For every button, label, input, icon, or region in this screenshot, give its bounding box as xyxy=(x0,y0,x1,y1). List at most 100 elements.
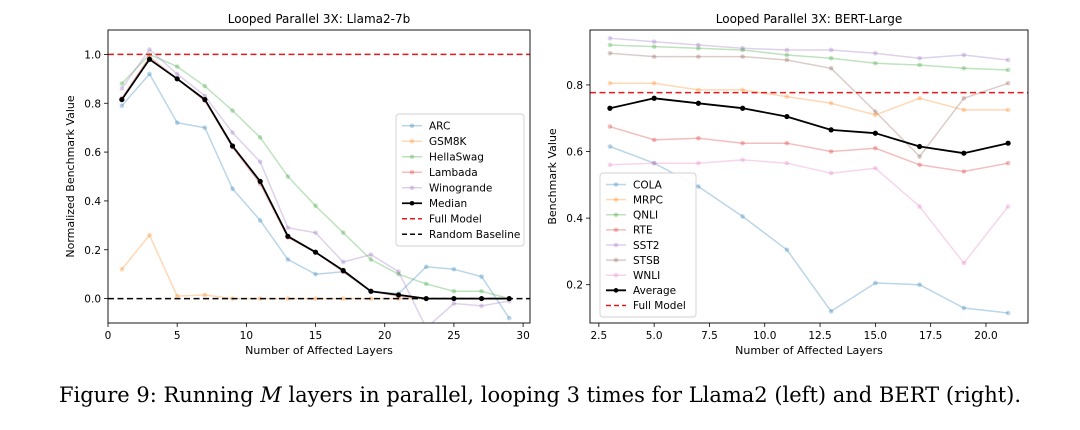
chart2-point-sst2 xyxy=(1005,57,1011,63)
chart1-point-arc xyxy=(479,274,484,279)
chart2-legend-label-cola: COLA xyxy=(633,179,663,191)
chart1-point-hellaswag xyxy=(313,203,318,209)
chart2-point-qnli xyxy=(696,46,701,51)
chart1-point-hellaswag xyxy=(230,108,235,113)
chart2-legend-marker-sst2 xyxy=(613,242,619,248)
chart1-legend-marker-arc xyxy=(409,123,415,129)
chart1-x-tick-label: 30 xyxy=(516,330,529,342)
chart2-axes-frame xyxy=(589,29,1029,324)
chart2-point-cola xyxy=(696,184,701,189)
chart1-point-hellaswag xyxy=(202,83,208,89)
chart2-point-cola xyxy=(873,280,878,286)
chart1-point-median xyxy=(119,96,125,103)
chart1-point-gsm8k xyxy=(340,296,346,301)
chart2-point-qnli xyxy=(873,60,878,66)
chart1-y-tick-label: 0.8 xyxy=(84,98,101,110)
chart1-legend-label-gsm8k: GSM8K xyxy=(429,136,468,148)
chart2-point-cola xyxy=(1005,310,1011,316)
chart1-point-winogrande xyxy=(230,130,235,135)
chart2-x-tick-label: 12.5 xyxy=(808,330,831,342)
chart1-axes-frame xyxy=(107,29,531,324)
chart2-x-tick-label: 10.0 xyxy=(753,330,776,342)
chart1-legend-label-median: Median xyxy=(429,198,467,210)
chart1-point-winogrande xyxy=(174,71,180,77)
chart2-point-mrpc xyxy=(651,80,657,86)
chart1-point-arc xyxy=(119,103,125,108)
chart1-point-median xyxy=(312,249,319,255)
chart2-point-qnli xyxy=(828,56,834,61)
chart1-series-hellaswag xyxy=(121,53,510,300)
chart1-point-winogrande xyxy=(340,259,346,265)
chart1-point-arc xyxy=(257,218,263,223)
caption-prefix: Figure 9: Running xyxy=(58,383,261,407)
chart1-point-arc xyxy=(285,257,291,262)
chart2-point-stsb xyxy=(784,57,790,63)
chart1-point-gsm8k xyxy=(119,266,125,272)
chart2-point-sst2 xyxy=(873,51,878,56)
chart1-point-median xyxy=(257,178,263,184)
chart2-point-stsb xyxy=(607,51,613,56)
chart2-legend-label-qnli: QNLI xyxy=(633,210,658,222)
chart1-point-hellaswag xyxy=(451,288,457,294)
chart1-x-tick-label: 25 xyxy=(447,330,460,342)
chart2-point-average xyxy=(961,150,967,156)
chart2-point-mrpc xyxy=(607,80,613,86)
chart1-x-tick-label: 10 xyxy=(240,330,253,342)
chart2-point-qnli xyxy=(917,62,922,68)
chart2-point-average xyxy=(917,143,923,150)
chart1-point-gsm8k xyxy=(147,232,152,238)
chart1-legend-marker-gsm8k xyxy=(409,138,415,144)
chart2-legend-label-average: Average xyxy=(633,285,676,297)
chart2-point-mrpc xyxy=(961,107,967,113)
chart-llama2: Looped Parallel 3X: Llama2-7b 0 5 10 15 20 25 3… xyxy=(64,12,531,357)
chart1-point-hellaswag xyxy=(174,64,180,69)
chart-bert: Looped Parallel 3X: BERT-Large 2.5 5.0 7.5 1… xyxy=(546,12,1029,357)
chart2-point-stsb xyxy=(740,54,745,59)
chart2-point-average xyxy=(695,100,701,106)
chart1-x-tick-label: 5 xyxy=(174,330,181,342)
chart1-y-tick-label: 0.4 xyxy=(84,196,101,208)
chart1-y-tick-label: 0.2 xyxy=(84,245,101,257)
chart1-point-median xyxy=(395,292,402,298)
chart2-legend-label-rte: RTE xyxy=(633,225,653,237)
chart2-point-wnli xyxy=(828,170,834,176)
chart2-legend-marker-stsb xyxy=(613,257,619,263)
chart2-point-wnli xyxy=(740,157,745,163)
chart1-point-median xyxy=(368,288,374,294)
chart1-point-arc xyxy=(506,315,512,321)
chart2-point-wnli xyxy=(696,160,701,166)
chart2-point-rte xyxy=(651,137,657,143)
chart2-legend-label-stsb: STSB xyxy=(633,255,660,267)
chart2-x-tick-label: 2.5 xyxy=(590,330,607,342)
chart2-point-wnli xyxy=(784,160,790,166)
chart1-legend-label-arc: ARC xyxy=(429,121,450,133)
chart2-point-rte xyxy=(828,149,834,154)
chart1-plot-area xyxy=(108,47,530,323)
chart2-point-stsb xyxy=(917,154,922,159)
chart2-point-wnli xyxy=(607,162,613,168)
chart2-point-qnli xyxy=(740,47,745,53)
chart2-point-mrpc xyxy=(784,94,790,99)
chart1-series-winogrande xyxy=(121,48,510,323)
chart2-point-stsb xyxy=(696,54,701,59)
chart1-legend-label-random-baseline: Random Baseline xyxy=(429,229,520,241)
chart2-title: Looped Parallel 3X: BERT-Large xyxy=(716,12,902,26)
caption-suffix: layers in parallel, looping 3 times for … xyxy=(281,383,1022,407)
chart1-x-tick-label: 15 xyxy=(309,330,322,342)
chart2-point-qnli xyxy=(607,42,613,48)
chart1-point-winogrande xyxy=(257,159,263,165)
chart2-y-tick-label: 0.6 xyxy=(566,147,583,159)
chart2-point-average xyxy=(1005,140,1011,146)
chart1-point-gsm8k xyxy=(368,296,374,301)
chart2-point-rte xyxy=(607,124,613,129)
chart2-point-wnli xyxy=(961,260,967,266)
chart1-x-label: Number of Affected Layers xyxy=(245,344,393,357)
chart1-legend-marker-winogrande xyxy=(409,185,415,191)
chart1-point-median xyxy=(202,96,208,103)
chart2-point-sst2 xyxy=(651,39,657,44)
chart1-point-hellaswag xyxy=(368,257,374,262)
chart2-point-cola xyxy=(651,160,657,166)
chart2-point-mrpc xyxy=(740,87,745,93)
chart1-point-winogrande xyxy=(479,303,484,309)
